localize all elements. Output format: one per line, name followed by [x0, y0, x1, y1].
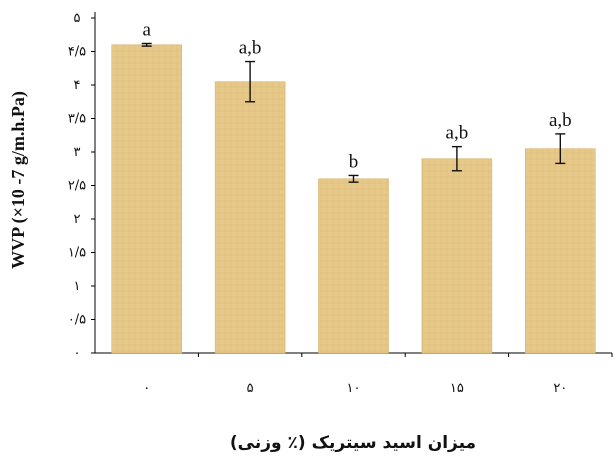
y-tick-label: ۰	[74, 346, 81, 361]
y-tick-label: ۳	[74, 145, 81, 160]
x-tick-label: ۵	[247, 381, 254, 396]
bar	[214, 81, 286, 354]
x-axis-title: میزان اسید سیتریک (٪ وزنی)	[230, 433, 476, 453]
significance-label: a,b	[549, 110, 572, 131]
y-tick-label: ۵	[74, 11, 81, 26]
y-tick-label: ۳/۵	[68, 112, 86, 127]
error-bar	[348, 174, 359, 183]
x-ticks: ۰ ۵ ۱۰ ۱۵ ۲۰	[143, 353, 613, 396]
error-bar	[555, 133, 566, 165]
bar	[525, 148, 596, 354]
y-ticks: ۰ ۰/۵ ۱ ۱/۵ ۲ ۲/۵ ۳ ۳/۵ ۴ ۴/۵ ۵	[68, 11, 95, 361]
y-axis-title: WVP (×10 -7 g/m.h.Pa)	[8, 91, 29, 269]
y-tick-label: ۴/۵	[68, 45, 86, 60]
significance-label: b	[349, 151, 359, 172]
significance-label: a	[142, 19, 151, 40]
error-bars	[141, 42, 566, 183]
y-tick-label: ۰/۵	[68, 313, 86, 328]
significance-label: a,b	[239, 38, 262, 59]
significance-labels: a a,b b a,b a,b	[142, 19, 571, 172]
y-tick-label: ۴	[74, 78, 81, 93]
significance-label: a,b	[446, 123, 469, 144]
bars	[111, 44, 596, 354]
bar	[318, 178, 389, 354]
error-bar	[245, 60, 256, 103]
y-tick-label: ۲/۵	[68, 179, 86, 194]
x-tick-label: ۲۰	[553, 381, 567, 396]
error-bar	[141, 42, 152, 47]
y-tick-label: ۱/۵	[68, 246, 86, 261]
x-tick-label: ۱۰	[347, 381, 361, 396]
x-tick-label: ۰	[143, 381, 150, 396]
error-bar	[451, 145, 462, 172]
y-tick-label: ۱	[74, 279, 81, 294]
bar	[421, 158, 493, 354]
y-tick-label: ۲	[74, 212, 81, 227]
bar	[111, 44, 182, 354]
x-tick-label: ۱۵	[450, 381, 464, 396]
